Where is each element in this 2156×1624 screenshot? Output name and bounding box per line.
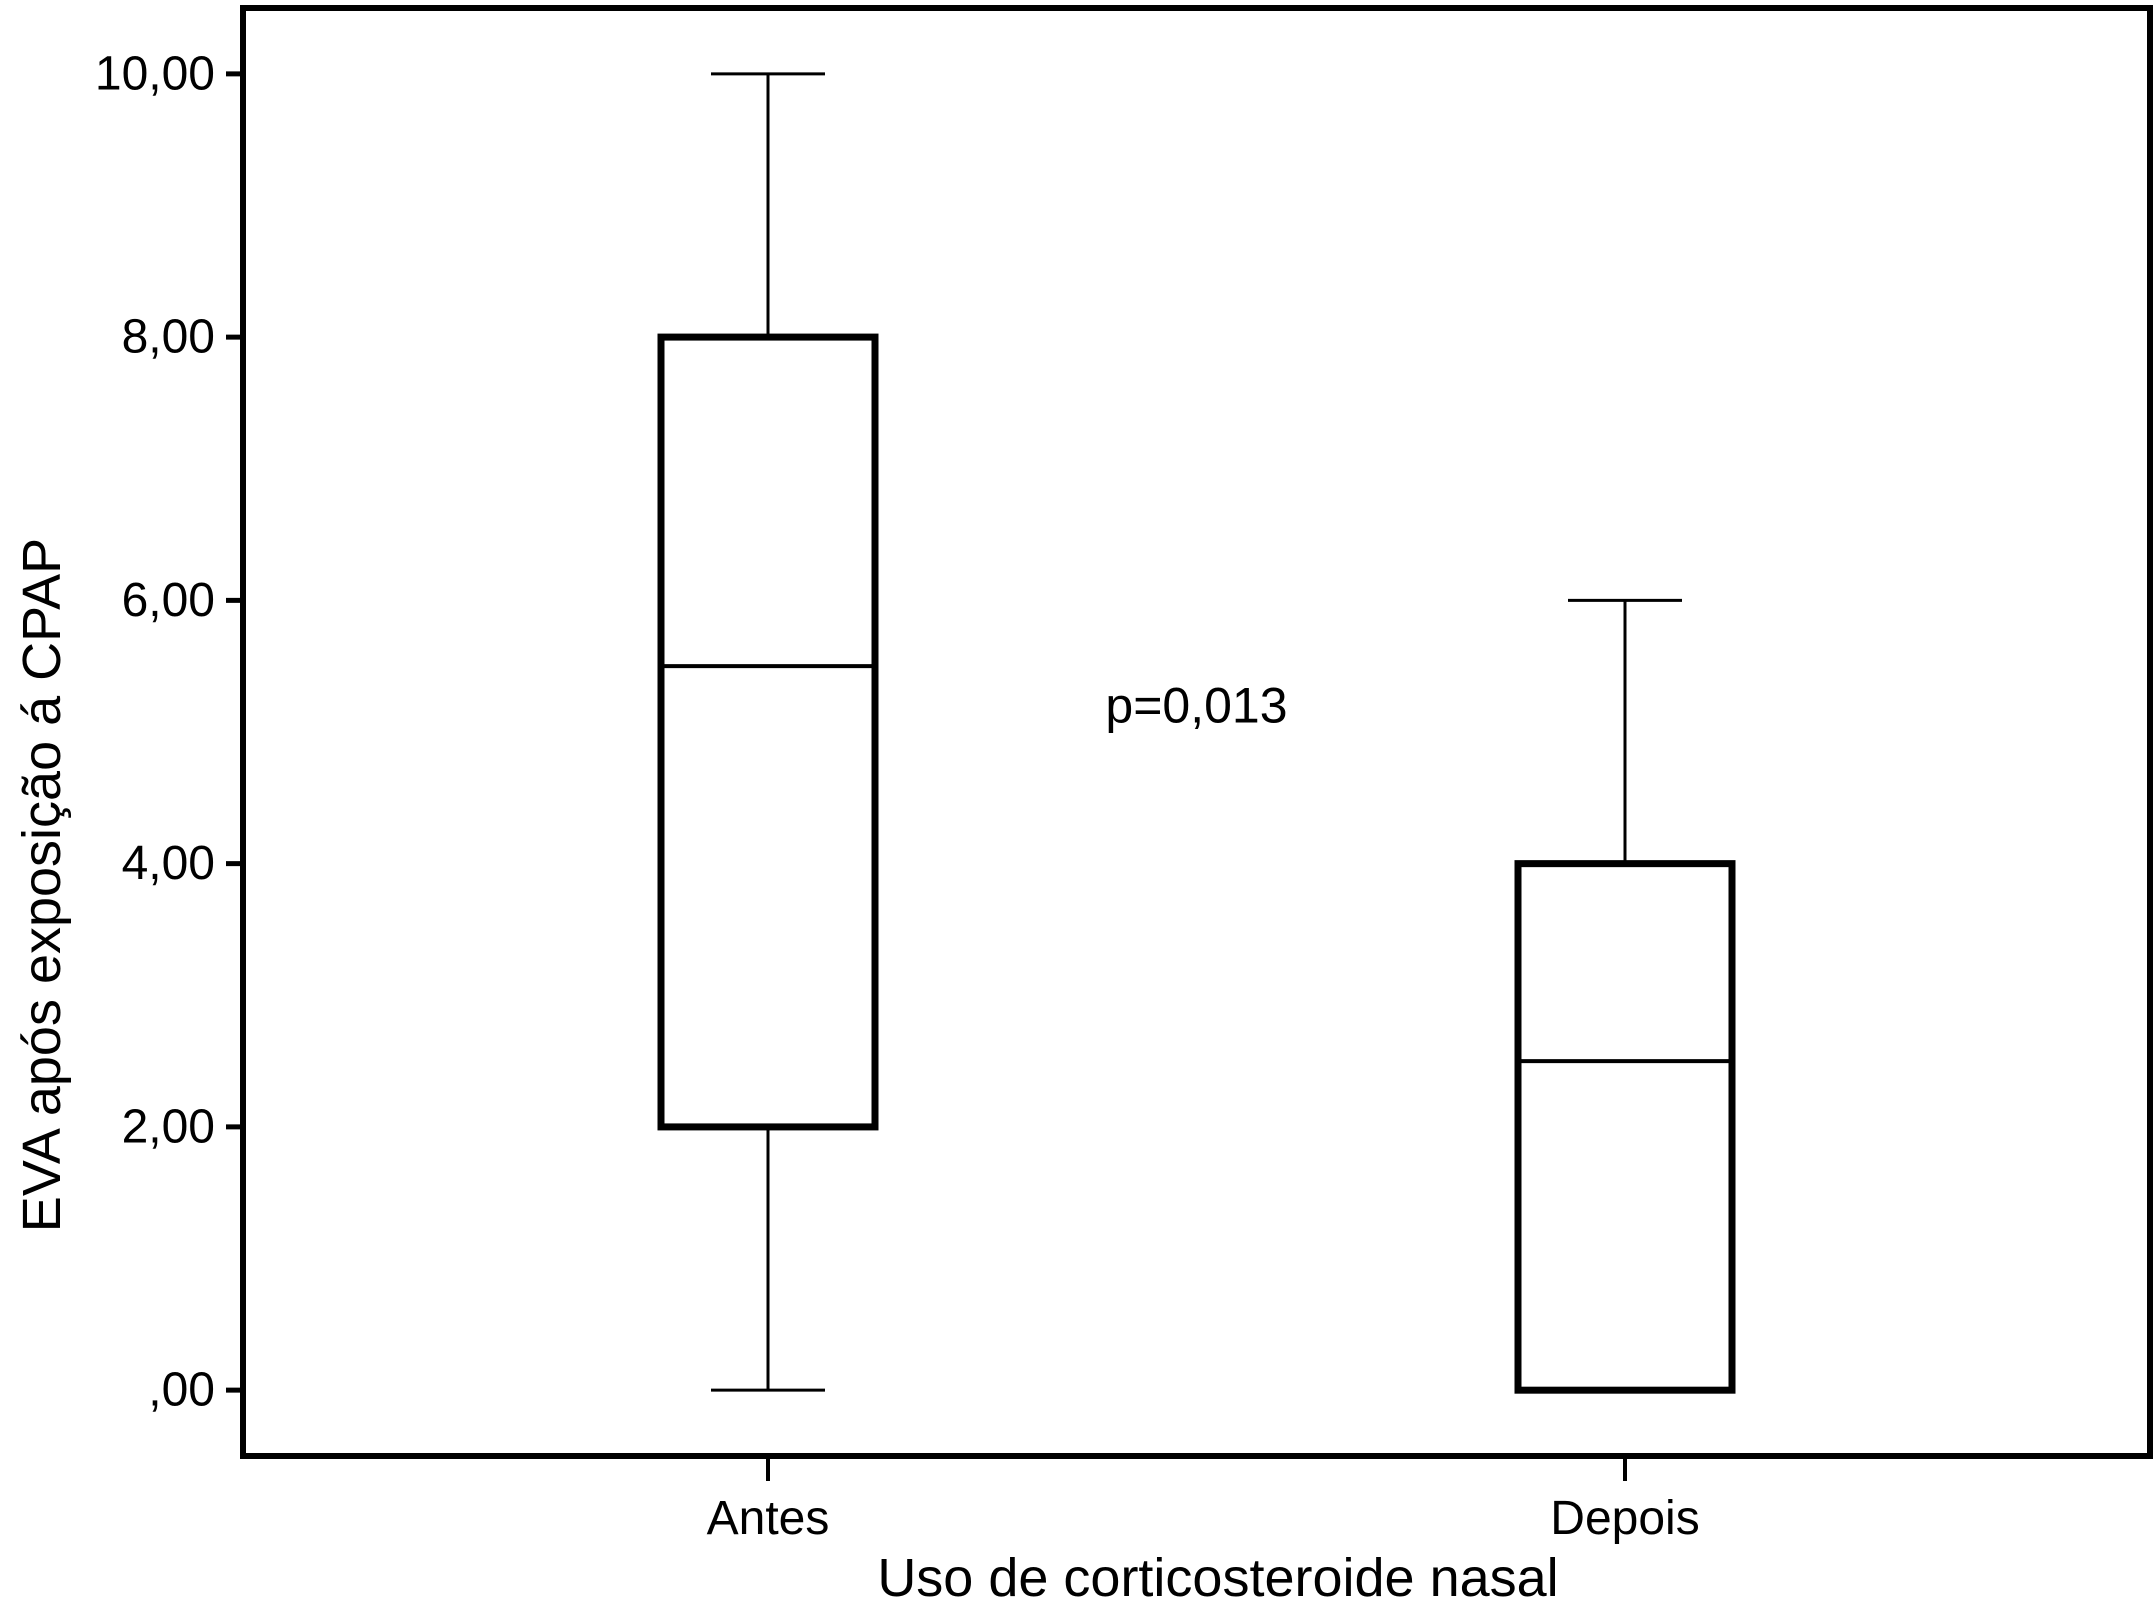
- annotations: p=0,013: [1105, 678, 1287, 734]
- y-tick-label: 2,00: [122, 1100, 215, 1153]
- y-tick-label: 10,00: [95, 47, 215, 100]
- x-tick-label: Antes: [707, 1492, 830, 1545]
- x-tick-label: Depois: [1550, 1492, 1699, 1545]
- box-depois: [1514, 598, 1736, 1394]
- boxes: [657, 72, 1736, 1394]
- box-rect: [1514, 860, 1736, 1394]
- y-tick-label: 6,00: [122, 574, 215, 627]
- y-axis-title: EVA após exposição á CPAP: [12, 538, 72, 1232]
- plot-frame: [240, 5, 2153, 1459]
- box-antes: [657, 72, 879, 1392]
- y-tick-label: 8,00: [122, 311, 215, 364]
- p-value-annotation: p=0,013: [1105, 678, 1287, 734]
- x-axis-title: Uso de corticosteroide nasal: [877, 1548, 1558, 1608]
- x-axis: Antes Depois: [707, 1456, 1700, 1545]
- y-axis: ,00 2,00 4,00 6,00 8,00 10,00: [95, 47, 243, 1417]
- y-tick-label: 4,00: [122, 837, 215, 890]
- box-rect: [657, 333, 879, 1131]
- y-tick-label: ,00: [148, 1364, 215, 1417]
